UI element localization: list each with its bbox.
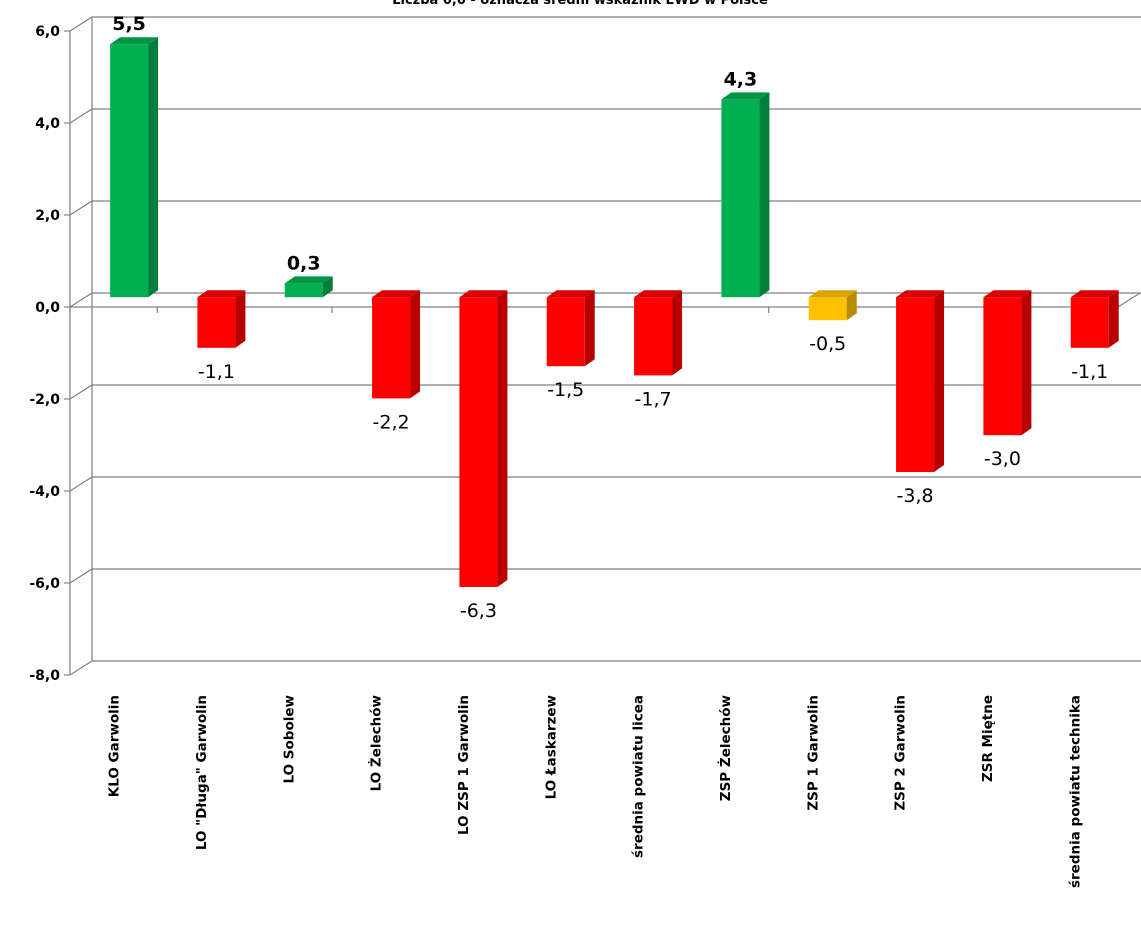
bar-front xyxy=(372,297,411,399)
bar-top xyxy=(983,290,1032,298)
bar xyxy=(721,92,770,298)
x-category-label: średnia powiatu licea xyxy=(631,695,647,858)
y-tick-label: -6,0 xyxy=(29,576,60,592)
gridline xyxy=(69,200,1141,216)
bar-front xyxy=(1070,297,1109,348)
y-tick-label: 2,0 xyxy=(35,208,60,224)
bar-top xyxy=(721,92,770,100)
x-category-label: ZSR Miętne xyxy=(980,695,996,782)
x-category-label: ZSP 1 Garwolin xyxy=(805,695,821,811)
gridline xyxy=(69,568,1141,584)
data-label: 5,5 xyxy=(112,13,146,35)
bar-front xyxy=(546,297,585,367)
bar-top xyxy=(372,290,421,298)
bar-side xyxy=(148,37,159,298)
bar-side xyxy=(410,290,421,399)
bar-top xyxy=(197,290,246,298)
bar-side xyxy=(1108,290,1119,348)
bar-top xyxy=(459,290,508,298)
data-label: -0,5 xyxy=(809,333,846,355)
x-category-label: ZSP 2 Garwolin xyxy=(893,695,909,811)
data-label: -1,1 xyxy=(1071,361,1108,383)
bar xyxy=(459,290,508,587)
y-tick-label: -2,0 xyxy=(29,392,60,408)
y-axis-ticks: 6,0 4,0 2,0 0,0 -2,0 -4,0 -6,0 -8,0 xyxy=(29,24,70,684)
bar-top xyxy=(808,290,857,298)
bar-side xyxy=(1021,290,1032,436)
y-tick-label: 4,0 xyxy=(35,116,60,132)
bar xyxy=(896,290,945,472)
bar-top xyxy=(896,290,945,298)
data-label: 0,3 xyxy=(287,252,321,274)
bar xyxy=(546,290,595,367)
bar xyxy=(284,276,333,298)
bar-side xyxy=(934,290,945,472)
bar-front xyxy=(110,44,149,298)
bar-front xyxy=(721,99,760,298)
bar xyxy=(1070,290,1119,348)
bar-side xyxy=(846,290,857,321)
bar-side xyxy=(759,92,770,298)
bar-front xyxy=(808,297,847,321)
gridline xyxy=(69,292,1141,308)
x-category-label: LO Sobolew xyxy=(281,695,297,784)
gridline xyxy=(69,16,1141,32)
x-category-label: LO Żelechów xyxy=(368,695,385,791)
data-labels: 5,5 -1,1 0,3 -2,2 -6,3 -1,5 -1,7 4,3 -0,5 -3,8 -3,… xyxy=(112,13,1108,622)
bar-front xyxy=(284,283,323,298)
bar-top xyxy=(1070,290,1119,298)
x-category-label: średnia powiatu technika xyxy=(1067,695,1083,888)
gridline xyxy=(69,384,1141,400)
data-label: -1,1 xyxy=(198,361,235,383)
bar xyxy=(634,290,683,376)
bar-side xyxy=(672,290,683,376)
bar-top xyxy=(634,290,683,298)
bar xyxy=(197,290,246,348)
bar-front xyxy=(634,297,673,376)
bar xyxy=(808,290,857,321)
gridline xyxy=(69,108,1141,124)
bar-side xyxy=(235,290,246,348)
bar xyxy=(110,37,159,298)
y-tick-label: 0,0 xyxy=(35,300,60,316)
bar-side xyxy=(322,276,333,298)
data-label: -1,7 xyxy=(635,388,672,410)
data-label: -6,3 xyxy=(460,600,497,622)
x-category-label: ZSP Żelechów xyxy=(717,695,734,801)
data-label: -3,0 xyxy=(984,448,1021,470)
zero-axis-depth xyxy=(1117,292,1141,308)
gridline xyxy=(69,660,1141,676)
bar-front xyxy=(983,297,1022,436)
x-category-label: LO ZSP 1 Garwolin xyxy=(456,695,472,835)
x-axis-categories: KLO Garwolin LO "Długa" Garwolin LO Sobole… xyxy=(107,695,1084,888)
data-label: -2,2 xyxy=(373,411,410,433)
bar-top xyxy=(110,37,159,45)
x-category-label: LO Łaskarzew xyxy=(543,695,559,799)
bar-top xyxy=(546,290,595,298)
gridline xyxy=(69,476,1141,492)
x-category-label: KLO Garwolin xyxy=(107,695,123,797)
y-tick-label: -8,0 xyxy=(29,668,60,684)
bar-front xyxy=(197,297,236,348)
data-label: 4,3 xyxy=(724,68,758,90)
bar xyxy=(372,290,421,399)
y-tick-label: 6,0 xyxy=(35,24,60,40)
y-tick-label: -4,0 xyxy=(29,484,60,500)
data-label: -1,5 xyxy=(547,379,584,401)
bar-side xyxy=(584,290,595,367)
chart-bars xyxy=(110,37,1119,587)
bar xyxy=(983,290,1032,436)
data-label: -3,8 xyxy=(897,485,934,507)
bar-side xyxy=(497,290,508,587)
x-category-label: LO "Długa" Garwolin xyxy=(194,695,210,850)
chart-subtitle: Liczba 0,0 - oznacza średni wskaźnik EWD… xyxy=(392,0,768,8)
bar-front xyxy=(896,297,935,472)
bar-front xyxy=(459,297,498,587)
bar-top xyxy=(284,276,333,284)
